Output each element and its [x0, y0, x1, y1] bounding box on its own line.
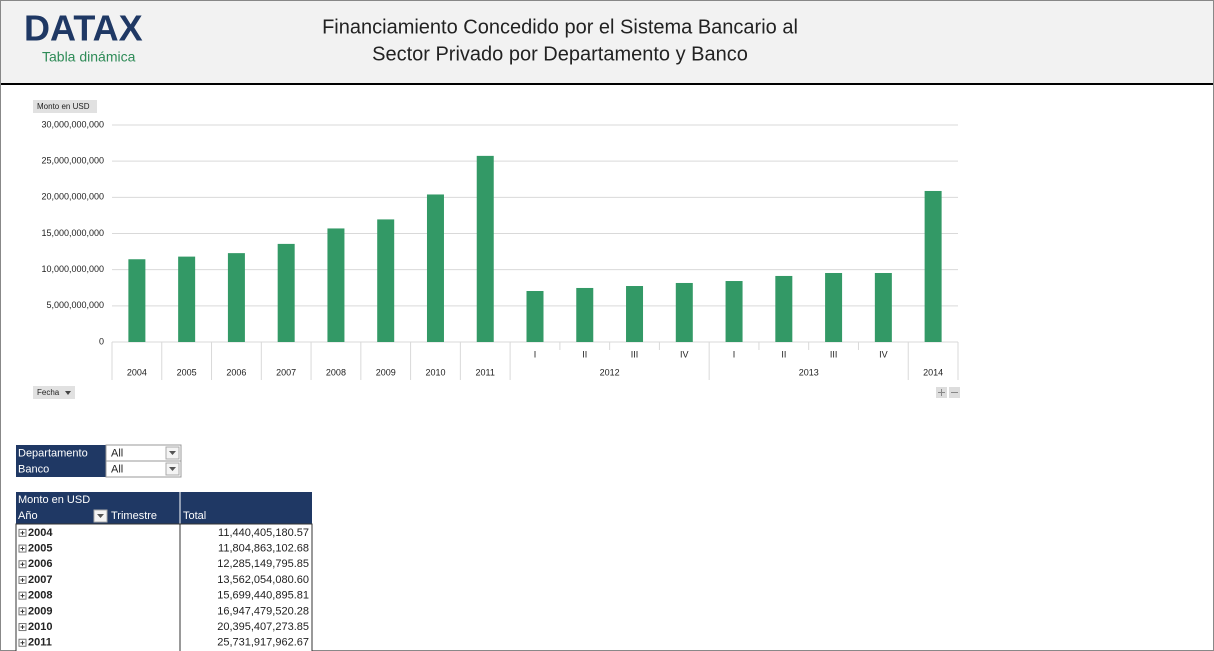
- y-field-button[interactable]: [33, 100, 97, 113]
- expand-plus: [20, 530, 25, 535]
- x-tick-label: IV: [879, 349, 888, 359]
- bar: [576, 287, 594, 342]
- x-axis-label: Fecha: [37, 388, 60, 397]
- pivot-row-label: 2007: [28, 574, 52, 586]
- x-group-label: 2013: [799, 367, 819, 377]
- filter-value: All: [111, 463, 123, 475]
- filter-value: All: [111, 447, 123, 459]
- filter-label: Departamento: [18, 447, 88, 459]
- plus-icon: [938, 389, 945, 396]
- filter-label-cell: [16, 445, 106, 461]
- x-tick-label: 2007: [276, 367, 296, 377]
- x-tick-label: 2005: [177, 367, 197, 377]
- pivot-body: [15, 523, 313, 651]
- pivot-row-label: 2009: [28, 605, 52, 617]
- x-group-label: 2012: [600, 367, 620, 377]
- bar: [874, 272, 892, 342]
- bar: [675, 282, 693, 342]
- y-tick-label: 20,000,000,000: [41, 192, 104, 202]
- bar: [626, 286, 644, 342]
- bar: [277, 243, 295, 342]
- x-tick-label: 2011: [476, 367, 495, 377]
- x-tick-label: I: [733, 349, 736, 359]
- y-tick-label: 0: [99, 336, 104, 346]
- bar: [327, 228, 345, 342]
- pivot-column-field: Trimestre: [111, 510, 157, 522]
- x-tick-label: II: [582, 349, 587, 359]
- bar: [128, 259, 146, 342]
- title-line: Sector Privado por Departamento y Banco: [372, 43, 748, 65]
- bar: [377, 219, 395, 342]
- y-tick-label: 10,000,000,000: [41, 264, 104, 274]
- pivot-row-total: 11,804,863,102.68: [218, 542, 309, 554]
- pivot-row-total: 16,947,479,520.28: [217, 605, 309, 617]
- y-tick-label: 30,000,000,000: [41, 119, 104, 129]
- pivot-measure: Monto en USD: [18, 494, 90, 506]
- pivot-row-label: 2006: [28, 558, 52, 570]
- pivot-row-field: Año: [18, 510, 38, 522]
- header-band: [0, 0, 1214, 84]
- bar: [775, 275, 793, 342]
- pivot-row-total: 20,395,407,273.85: [217, 621, 309, 633]
- pivot-row-label: 2010: [28, 621, 52, 633]
- bar: [426, 194, 444, 342]
- pivot-row-label: 2008: [28, 590, 52, 602]
- x-tick-label: 2009: [376, 367, 396, 377]
- x-tick-label: 2004: [127, 367, 147, 377]
- pivot-total-header: Total: [183, 510, 206, 522]
- pivot-row-total: 11,440,405,180.57: [218, 527, 309, 539]
- logo: DATAX: [24, 8, 143, 49]
- bar: [476, 155, 494, 342]
- filter-label-cell: [16, 461, 106, 477]
- pivot-row-total: 13,562,054,080.60: [217, 574, 309, 586]
- bar: [227, 253, 245, 342]
- x-tick-label: IV: [680, 349, 689, 359]
- pivot-row-label: 2005: [28, 542, 52, 554]
- x-field-button[interactable]: [33, 386, 75, 399]
- x-tick-label: I: [534, 349, 537, 359]
- bar: [725, 281, 743, 342]
- pivot-row-label: 2011: [28, 637, 52, 649]
- x-tick-label: III: [631, 349, 639, 359]
- y-tick-label: 15,000,000,000: [41, 228, 104, 238]
- expand-plus: [20, 593, 25, 598]
- expand-plus: [20, 640, 25, 645]
- dropdown-arrow: [65, 391, 71, 395]
- y-tick-label: 25,000,000,000: [41, 156, 104, 166]
- x-tick-label: 2010: [425, 367, 445, 377]
- expand-plus: [20, 609, 25, 614]
- bar: [178, 256, 196, 342]
- expand-plus: [20, 577, 25, 582]
- pivot-row-label: 2004: [28, 527, 53, 539]
- x-tick-label: 2014: [923, 367, 943, 377]
- pivot-row-total: 25,731,917,962.67: [217, 637, 309, 649]
- logo-subtitle: Tabla dinámica: [42, 49, 136, 65]
- title-line: Financiamiento Concedido por el Sistema …: [322, 16, 798, 38]
- filter-value-cell: [105, 460, 182, 478]
- dropdown-arrow: [169, 467, 176, 471]
- x-tick-label: 2008: [326, 367, 346, 377]
- bar: [924, 190, 942, 342]
- filter-label: Banco: [18, 463, 49, 475]
- x-tick-label: III: [830, 349, 838, 359]
- pivot-row-total: 15,699,440,895.81: [217, 590, 309, 602]
- dropdown-arrow: [97, 514, 104, 518]
- pivot-header: [16, 492, 312, 524]
- bar: [526, 291, 544, 342]
- expand-plus: [20, 625, 25, 630]
- bar: [825, 272, 843, 342]
- pivot-row-total: 12,285,149,795.85: [217, 558, 309, 570]
- y-axis-label: Monto en USD: [37, 102, 90, 111]
- expand-plus: [20, 546, 25, 551]
- dropdown-arrow: [169, 451, 176, 455]
- y-tick-label: 5,000,000,000: [46, 300, 104, 310]
- x-tick-label: 2006: [226, 367, 246, 377]
- x-tick-label: II: [781, 349, 786, 359]
- expand-plus: [20, 562, 25, 567]
